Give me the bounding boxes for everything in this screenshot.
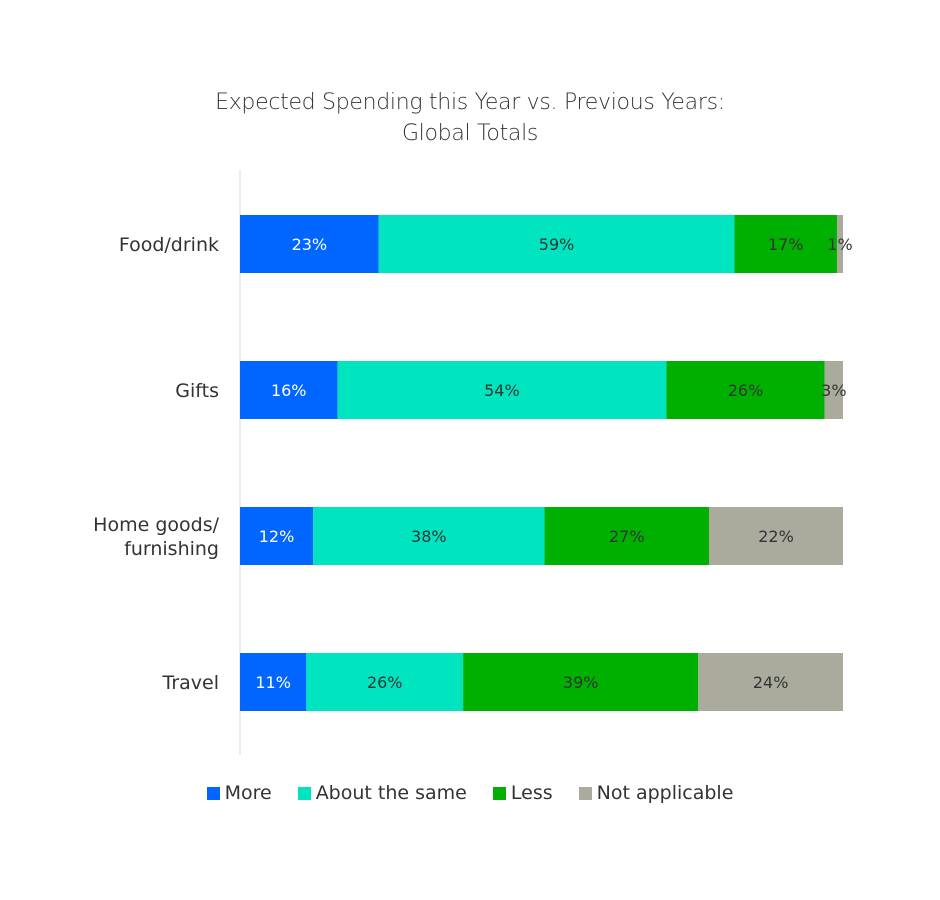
legend-item: Not applicable: [578, 782, 734, 804]
data-label: 54%: [484, 381, 520, 400]
bar-segment: [698, 653, 843, 711]
bar-segment: [836, 215, 843, 273]
chart-title: Expected Spending this Year vs. Previous…: [215, 90, 725, 115]
bar-segment: [240, 507, 314, 565]
legend-item: Less: [492, 782, 553, 804]
legend: More About the same Less Not applicable: [0, 782, 940, 804]
data-label: 16%: [271, 381, 307, 400]
legend-swatch: [578, 786, 592, 800]
bar-segment: [240, 653, 307, 711]
legend-item: More: [206, 782, 272, 804]
bar-segment: [240, 361, 338, 419]
data-label: 24%: [753, 673, 789, 692]
data-label: 59%: [539, 235, 575, 254]
legend-item: About the same: [297, 782, 467, 804]
category-label: Food/drink: [119, 234, 219, 256]
data-label: 1%: [827, 235, 852, 254]
legend-swatch: [297, 786, 311, 800]
bar-segment: [337, 361, 667, 419]
chart-subtitle: Global Totals: [401, 121, 539, 146]
legend-swatch: [206, 786, 220, 800]
bar-segment: [824, 361, 843, 419]
legend-swatch: [492, 786, 506, 800]
bar-segment: [313, 507, 545, 565]
bar-segment: [378, 215, 735, 273]
bar-segment: [544, 507, 709, 565]
bar-segment: [666, 361, 825, 419]
data-label: 39%: [563, 673, 599, 692]
data-label: 12%: [259, 527, 295, 546]
data-label: 11%: [255, 673, 291, 692]
legend-label: Less: [510, 782, 553, 804]
bar-segment: [240, 215, 379, 273]
category-label: Home goods/furnishing: [93, 514, 219, 560]
bar-segment: [734, 215, 837, 273]
bar-segment: [463, 653, 699, 711]
category-label: Travel: [162, 672, 219, 694]
bar-segment: [306, 653, 464, 711]
data-label: 3%: [821, 381, 846, 400]
data-label: 26%: [728, 381, 764, 400]
category-label: Gifts: [175, 380, 219, 402]
bar-segment: [709, 507, 843, 565]
data-label: 27%: [609, 527, 645, 546]
legend-label: More: [224, 782, 272, 804]
legend-label: Not applicable: [596, 782, 734, 804]
data-label: 23%: [292, 235, 328, 254]
data-label: 38%: [411, 527, 447, 546]
legend-label: About the same: [315, 782, 467, 804]
data-label: 22%: [758, 527, 794, 546]
data-label: 17%: [768, 235, 804, 254]
data-label: 26%: [367, 673, 403, 692]
